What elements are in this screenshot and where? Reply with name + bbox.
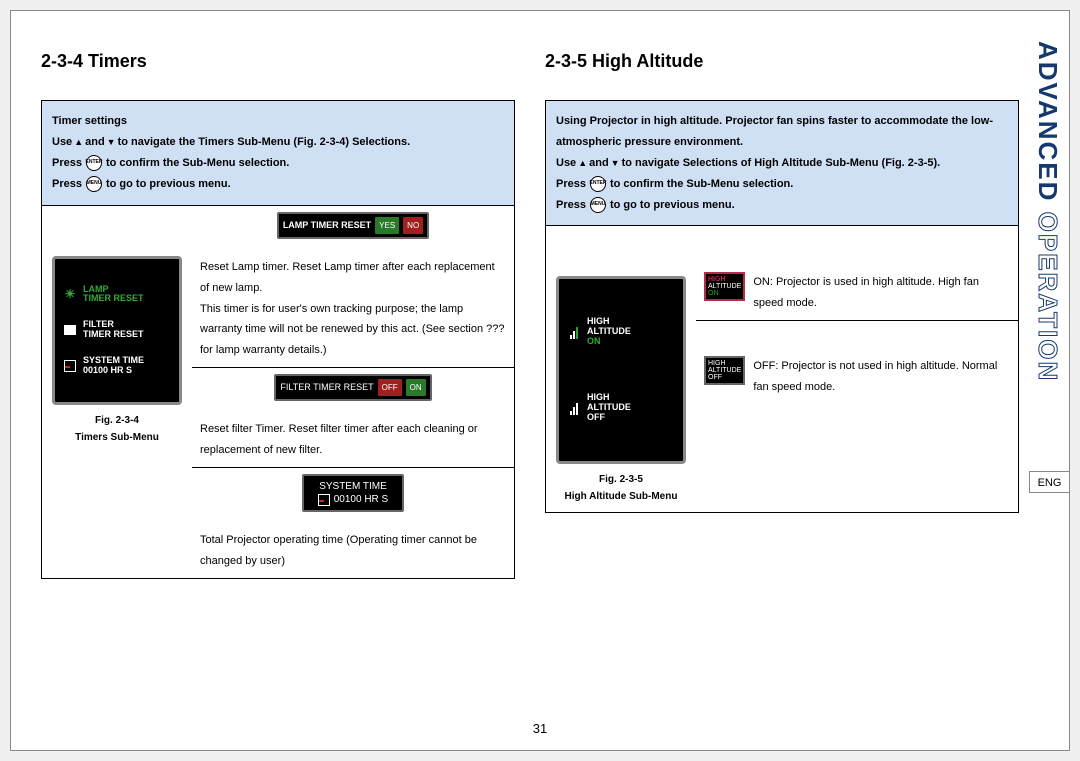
lamp-pill-row: LAMP TIMER RESET YES NO [192,206,514,251]
ha-inst-l2: Use ▲ and ▼ to navigate Selections of Hi… [556,153,1008,174]
no-tag: NO [403,217,423,234]
altitude-off-icon [567,401,581,415]
timers-heading: 2-3-4 Timers [41,51,515,72]
chapter-title-b: OPERATION [1033,212,1063,383]
sys-pill-row: SYSTEM TIME 00100 HR S [192,467,514,524]
ha-instructions: Using Projector in high altitude. Projec… [545,100,1019,226]
filter-timer-pill: FILTER TIMER RESET OFF ON [274,374,431,401]
off-tag: OFF [378,379,402,396]
filter-pill-row: FILTER TIMER RESET OFF ON [192,367,514,413]
chapter-title-a: ADVANCED [1033,41,1063,212]
timers-instructions: Timer settings Use ▲ and ▼ to navigate t… [41,100,515,206]
timers-desc-col: LAMP TIMER RESET YES NO Reset Lamp timer… [192,206,514,578]
ha-figure-col: HIGH ALTITUDE ON HIGH [546,226,696,511]
enter-key-icon: ENTER [86,155,102,171]
ha-desc-col: HIGH ALTITUDE ON ON: Projector is used i… [696,226,1018,511]
altitude-on-icon [567,325,581,339]
sys-desc: Total Projector operating time (Operatin… [192,524,514,578]
lamp-timer-pill: LAMP TIMER RESET YES NO [277,212,429,239]
ha-inst-l4: Press MENU to go to previous menu. [556,195,1008,216]
ha-off-desc: OFF: Projector is not used in high altit… [753,356,1010,398]
filter-icon [63,323,77,337]
timers-content: ☀ LAMP TIMER RESET FILTER TIMER RESET [41,206,515,579]
system-time-pill: SYSTEM TIME 00100 HR S [302,474,404,512]
ha-off-thumb: HIGH ALTITUDE OFF [704,356,745,385]
on-tag: ON [406,379,426,396]
yes-tag: YES [375,217,399,234]
manual-page: ADVANCED OPERATION ENG 2-3-4 Timers Time… [10,10,1070,751]
clock-icon [318,494,330,506]
up-arrow-icon: ▲ [578,155,587,172]
ha-content: HIGH ALTITUDE ON HIGH [545,226,1019,512]
timers-column: 2-3-4 Timers Timer settings Use ▲ and ▼ … [41,51,515,579]
menu-key-icon: MENU [590,197,606,213]
ha-inst-l3: Press ENTER to confirm the Sub-Menu sele… [556,174,1008,195]
up-arrow-icon: ▲ [74,134,83,151]
high-altitude-column: 2-3-5 High Altitude Using Projector in h… [545,51,1019,579]
filter-timer-item: FILTER TIMER RESET [63,312,171,348]
ha-fig-num: Fig. 2-3-5 [554,474,688,485]
menu-key-icon: MENU [86,176,102,192]
clock-icon [63,359,77,373]
enter-key-icon: ENTER [590,176,606,192]
filter-desc: Reset filter Timer. Reset filter timer a… [192,413,514,467]
timers-menu-panel: ☀ LAMP TIMER RESET FILTER TIMER RESET [52,256,182,405]
inst-line1: Timer settings [52,111,504,132]
timers-fig-label: Timers Sub-Menu [50,432,184,443]
down-arrow-icon: ▼ [611,155,620,172]
inst-line2: Use ▲ and ▼ to navigate the Timers Sub-M… [52,132,504,153]
language-tab: ENG [1029,471,1069,493]
ha-heading: 2-3-5 High Altitude [545,51,1019,72]
ha-on-thumb: HIGH ALTITUDE ON [704,272,745,301]
ha-on-item: HIGH ALTITUDE ON [567,309,675,355]
system-time-item: SYSTEM TIME 00100 HR S [63,348,171,384]
inst-line3: Press ENTER to confirm the Sub-Menu sele… [52,153,504,174]
timers-fig-num: Fig. 2-3-4 [50,415,184,426]
ha-off-item: HIGH ALTITUDE OFF [567,385,675,431]
ha-menu-panel: HIGH ALTITUDE ON HIGH [556,276,686,463]
chapter-title: ADVANCED OPERATION [1032,41,1063,382]
ha-fig-label: High Altitude Sub-Menu [554,491,688,502]
columns: 2-3-4 Timers Timer settings Use ▲ and ▼ … [41,51,1019,579]
ha-on-row: HIGH ALTITUDE ON ON: Projector is used i… [696,266,1018,320]
inst-line4: Press MENU to go to previous menu. [52,174,504,195]
down-arrow-icon: ▼ [107,134,116,151]
ha-inst-l1: Using Projector in high altitude. Projec… [556,111,1008,153]
lamp-icon: ☀ [63,287,77,301]
ha-on-desc: ON: Projector is used in high altitude. … [753,272,1010,314]
lamp-timer-item: ☀ LAMP TIMER RESET [63,277,171,313]
ha-off-row: HIGH ALTITUDE OFF OFF: Projector is not … [696,350,1018,404]
page-number: 31 [533,721,547,736]
lamp-desc: Reset Lamp timer. Reset Lamp timer after… [192,251,514,367]
timers-figure-col: ☀ LAMP TIMER RESET FILTER TIMER RESET [42,206,192,578]
